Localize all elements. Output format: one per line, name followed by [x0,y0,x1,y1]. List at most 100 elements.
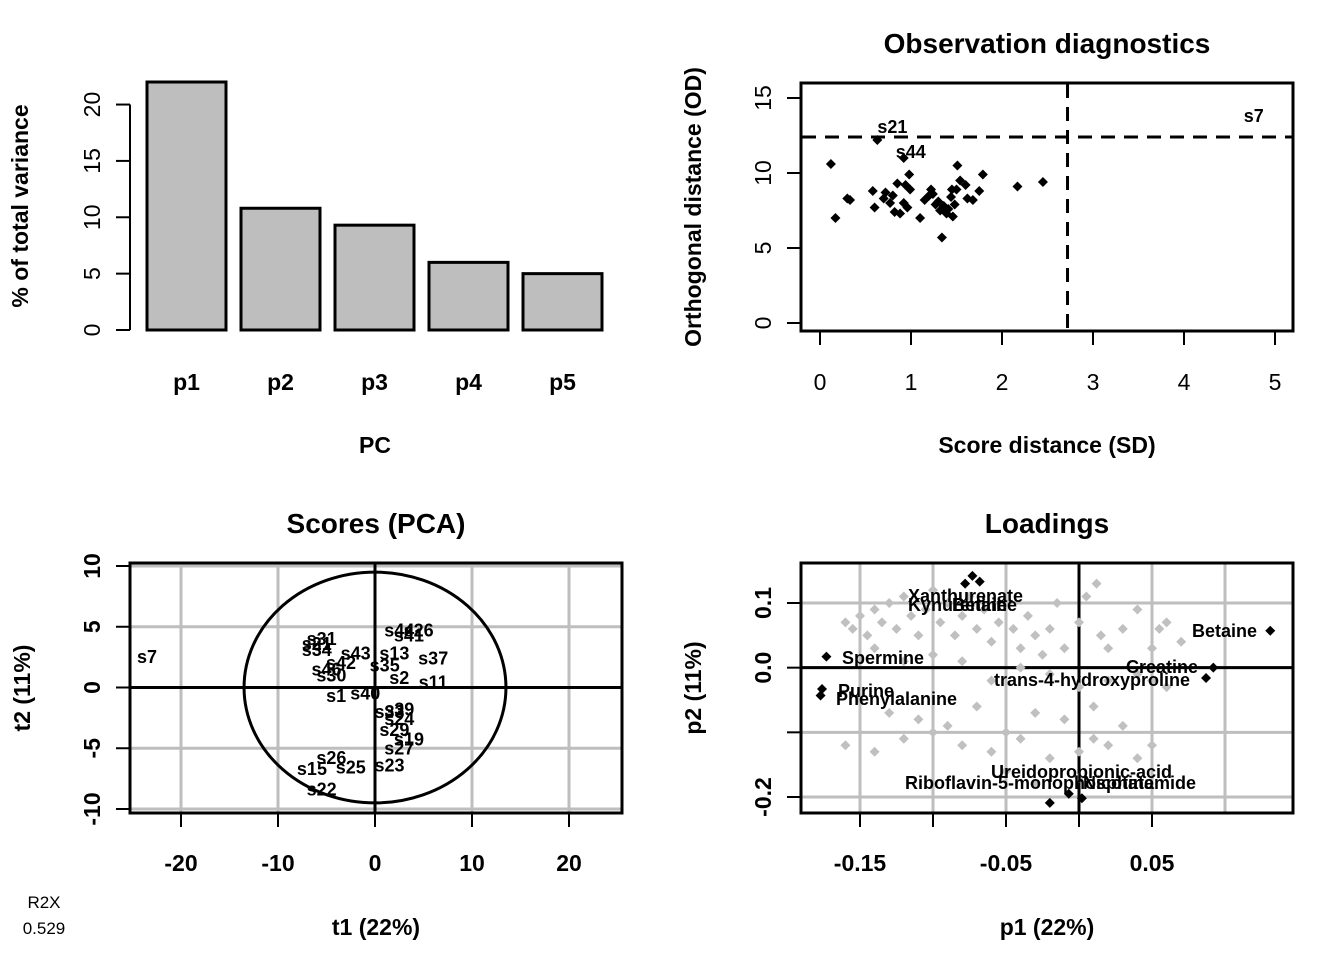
loading-point [913,714,924,725]
loading-label: Betaine [952,595,1017,615]
diagnostics-point [885,198,896,208]
scores-ylabel: t2 (11%) [9,645,35,732]
diagnostics-point [949,199,960,210]
variance-ytick-label: 15 [79,148,105,174]
loading-point [898,733,909,744]
r2x-value: 0.529 [23,919,66,938]
scores-ytick-label: 5 [79,620,105,633]
loading-point [957,610,968,621]
loading-point [1059,714,1070,725]
loading-point [862,630,873,641]
score-label: s2 [389,668,409,688]
loading-point [993,617,1004,628]
loading-point [986,636,997,647]
variance-xtick-label: p4 [455,369,482,395]
loading-point [928,727,938,738]
diagnostics-chart: s21 s44 s7 0 1 2 3 4 5 0 5 10 15 Observation diagn… [680,28,1295,458]
loading-point [840,617,851,628]
score-label: s39 [384,699,414,719]
diagnostics-point [887,190,898,201]
diagnostics-point [905,184,916,195]
loading-point [1103,675,1114,686]
diagnostics-point-label: s44 [896,142,926,162]
score-label: s1 [326,686,346,706]
loading-label: Nicotinamide [1083,773,1196,793]
diagnostics-xtick-label: 5 [1269,369,1282,395]
scores-confidence-ellipse [242,570,508,805]
diagnostics-point-label: s7 [1244,106,1264,126]
diagnostics-ytick-label: 15 [750,85,776,111]
diagnostics-point [867,186,878,196]
diagnostics-point [898,153,909,163]
loading-point [1001,598,1011,608]
loading-point [1074,772,1084,783]
variance-xtick-label: p5 [549,369,576,395]
loading-point [935,617,946,628]
diagnostics-point [895,208,906,219]
loading-label: Betaine [1192,621,1257,641]
diagnostics-point [904,169,915,180]
diagnostics-point [1037,177,1048,187]
diagnostics-point [977,169,988,180]
scores-ytick-label: -10 [79,792,105,825]
scores-xtick-label: -10 [261,850,294,876]
loading-highlight-point [1208,662,1219,673]
variance-bar [333,223,416,332]
score-label: s43 [341,643,371,663]
diagnostics-point [947,211,958,222]
loadings-xtick-label: -0.15 [834,850,887,876]
loadings-xtick-label: -0.05 [980,850,1033,876]
loading-point [884,598,895,608]
loading-point [884,707,895,718]
diagnostics-xtick-label: 2 [996,369,1009,395]
loading-point [1088,733,1099,744]
diagnostics-point [902,202,913,213]
loadings-xtick-label: 0.05 [1130,850,1175,876]
diagnostics-xtick-label: 1 [905,369,918,395]
diagnostics-point-label: s21 [877,117,907,137]
score-label: s15 [297,759,327,779]
loading-point [971,701,982,712]
score-label: s29 [379,720,409,740]
loading-highlight-point [1201,673,1212,684]
loadings-ylabel: p2 (11%) [680,641,706,734]
loading-point [1022,610,1033,621]
score-label: s30 [316,665,346,685]
loading-point [971,623,982,634]
loading-point [1074,746,1084,757]
loading-point [876,617,887,628]
loading-point [1037,649,1048,660]
loading-point [1001,727,1011,738]
score-label: s42 [326,653,356,673]
loading-point [898,656,909,667]
r2x-label: R2X [27,893,60,912]
diagnostics-point [915,213,926,223]
scores-xlabel: t1 (22%) [332,914,420,940]
diagnostics-ytick-label: 10 [750,160,776,186]
score-label: s35 [370,656,400,676]
loading-point [1030,707,1041,718]
loading-point [1030,630,1041,641]
scores-title: Scores (PCA) [287,508,466,539]
loading-point [949,630,960,641]
variance-bar [521,272,604,332]
loading-highlight-point [974,576,985,587]
scores-xtick-label: 10 [459,850,485,876]
score-label: s13 [379,643,409,663]
loading-label: trans-4-hydroxyproline [994,670,1190,690]
loading-point [1001,766,1011,777]
loading-label: Xanthurenate [908,586,1023,606]
variance-bar [427,260,510,332]
loading-label: Purine [838,681,894,701]
loading-point [1052,598,1063,608]
loading-point [1074,617,1084,628]
loading-point [1008,623,1019,634]
loading-point [957,740,968,751]
variance-xtick-label: p2 [267,369,294,395]
loading-point [855,610,865,621]
loading-highlight-point [1076,793,1087,804]
variance-xtick-label: p3 [361,369,388,395]
variance-chart: 0 5 10 15 20 p1 p2 p3 p4 p5 PC % of total varian… [7,80,604,458]
diagnostics-point [892,178,903,189]
